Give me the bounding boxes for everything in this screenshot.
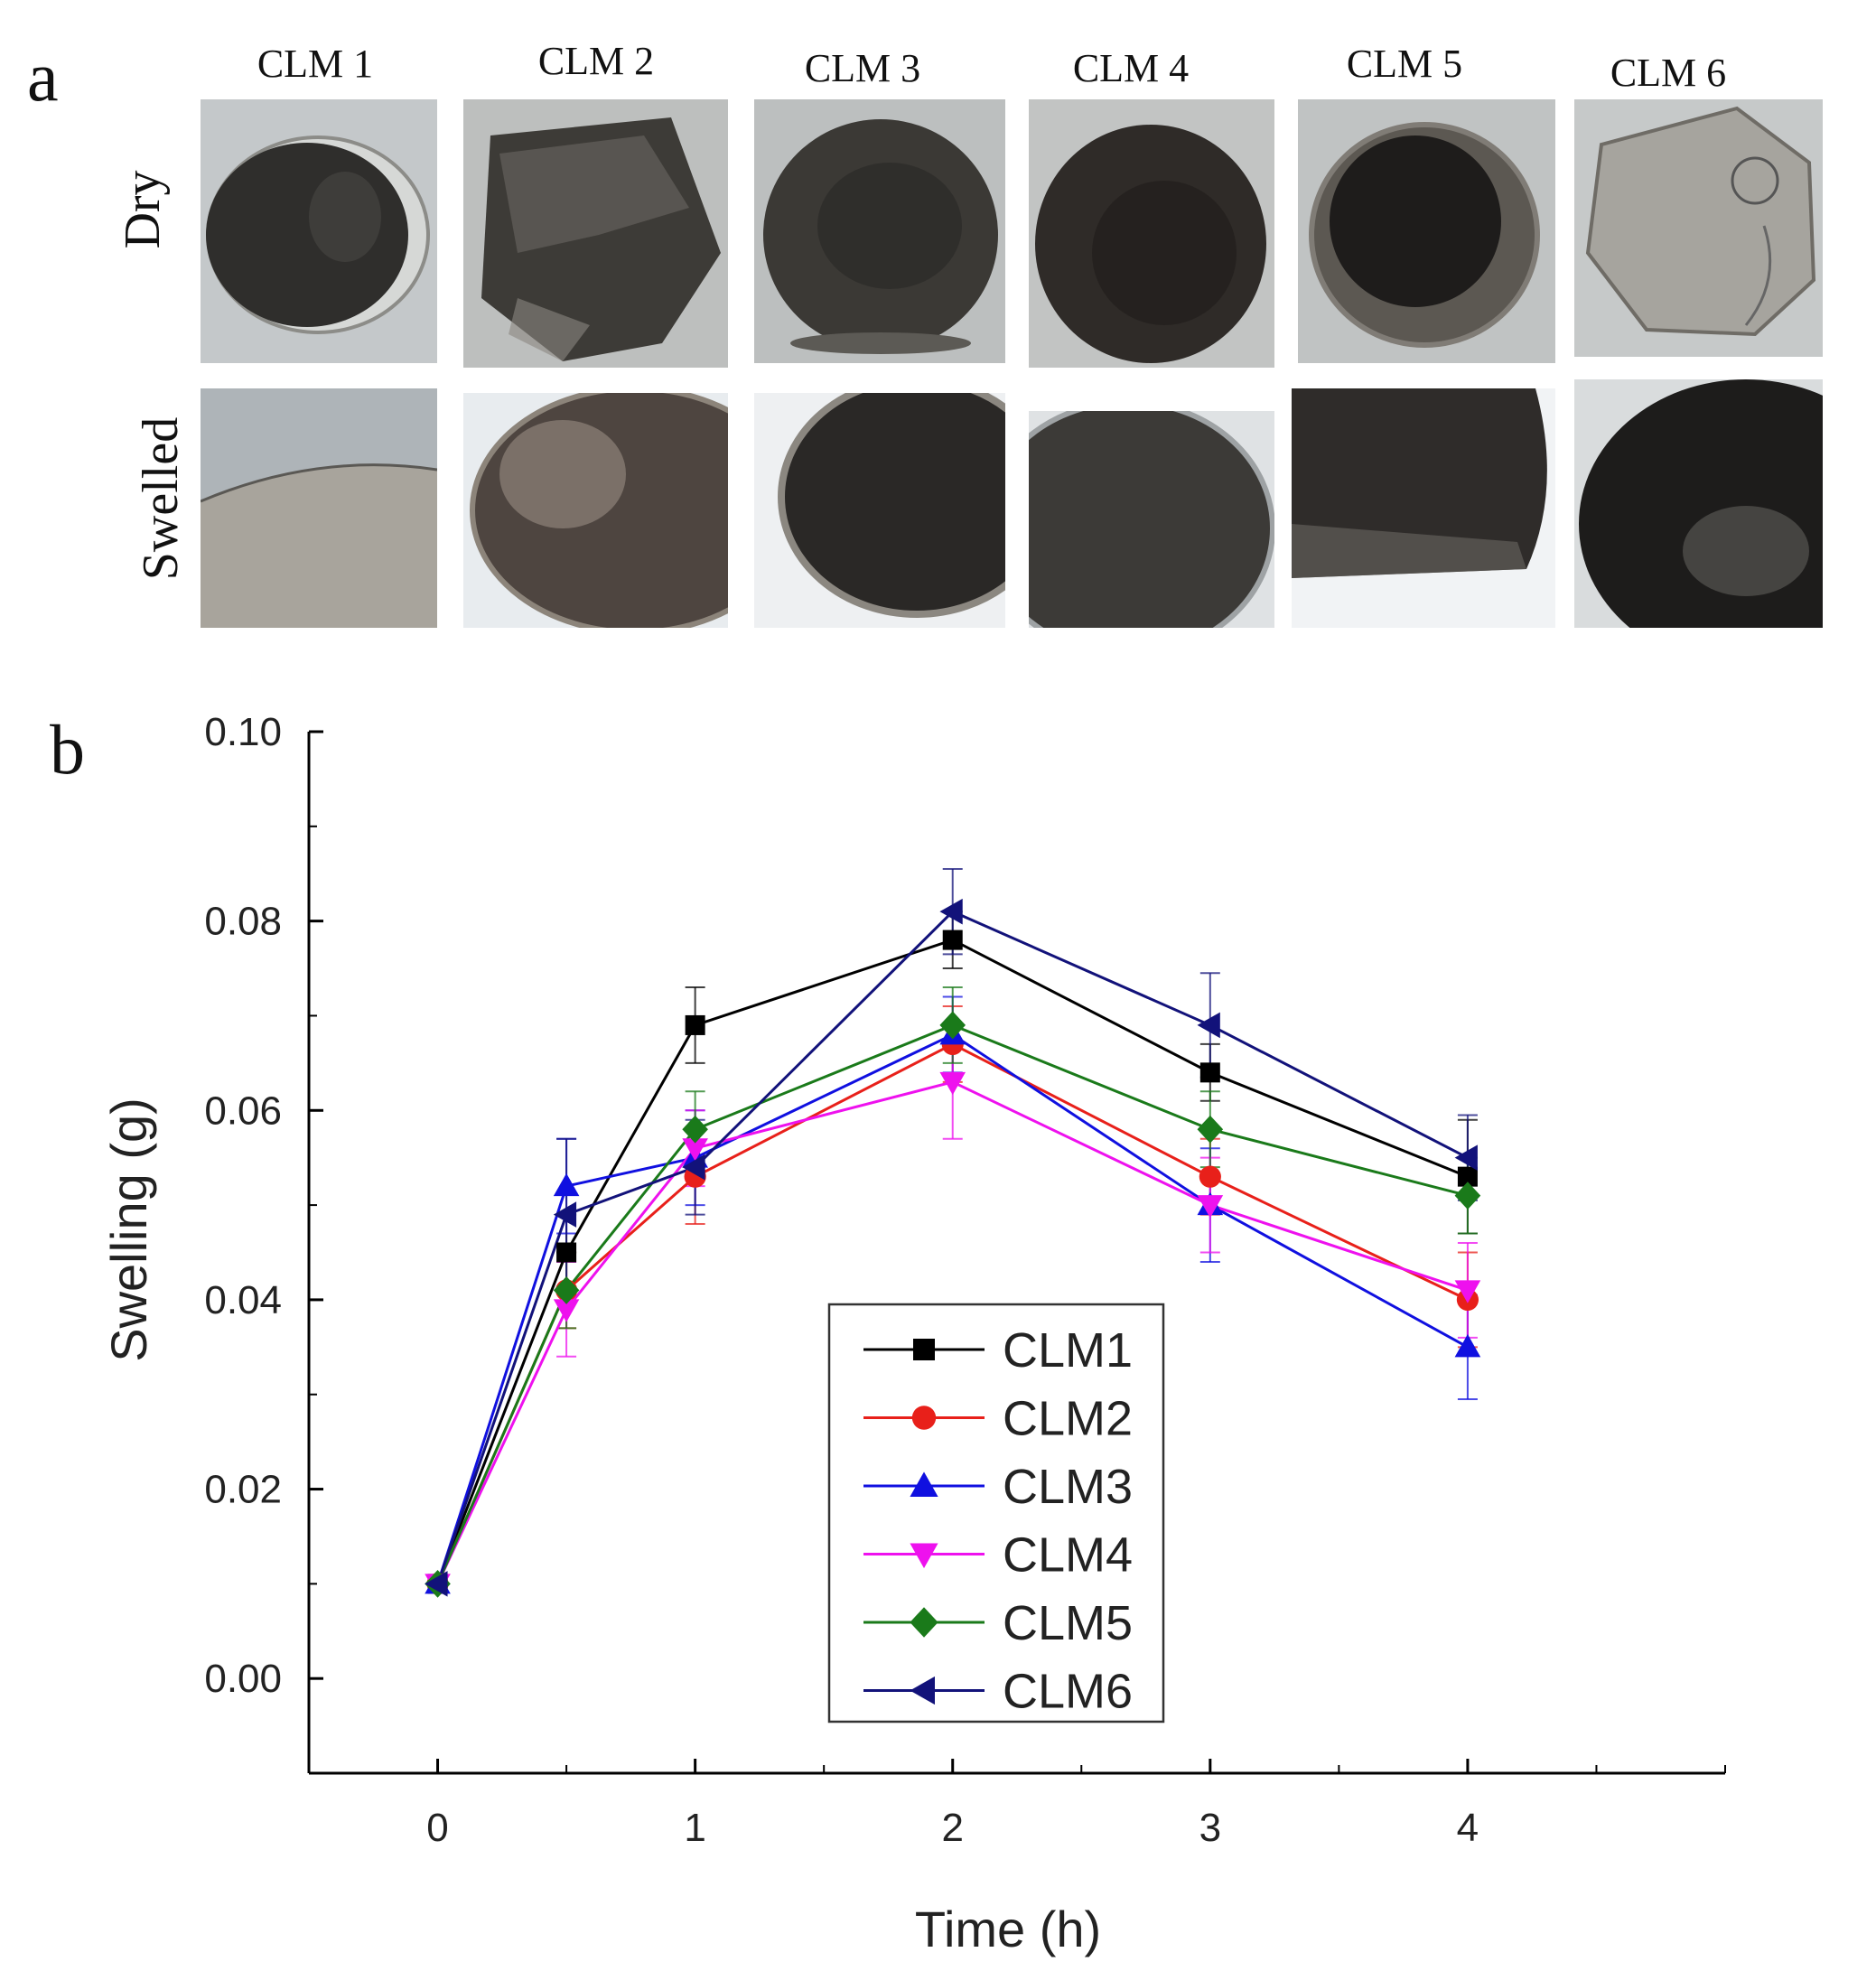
legend-label-clm4: CLM4 [1003, 1528, 1133, 1583]
photo-swelled-clm5 [1292, 388, 1555, 628]
data-point-clm5 [1197, 1115, 1224, 1144]
panel-b-letter: b [50, 710, 85, 789]
data-point-clm1 [1457, 1166, 1478, 1187]
photo-swelled-clm4 [1029, 411, 1274, 628]
data-point-clm6 [1454, 1144, 1478, 1171]
photo-swelled-clm6 [1574, 379, 1823, 628]
x-tick-label: 1 [684, 1806, 705, 1850]
data-point-clm1 [942, 929, 963, 950]
y-tick-label: 0.06 [204, 1088, 282, 1133]
y-tick-label: 0.02 [204, 1468, 282, 1512]
legend-marker-clm5 [910, 1607, 938, 1638]
row-label-dry: Dry [115, 170, 171, 249]
data-point-clm2 [1199, 1165, 1221, 1188]
series-line-clm5 [436, 1023, 1469, 1584]
data-point-clm4 [1454, 1280, 1481, 1303]
photo-dry-clm6 [1574, 99, 1823, 357]
photo-swelled-clm3 [754, 393, 1005, 628]
legend-label-clm3: CLM3 [1003, 1460, 1133, 1514]
legend-marker-clm2 [911, 1406, 937, 1430]
x-tick-label: 3 [1199, 1806, 1221, 1850]
data-point-clm6 [1197, 1012, 1220, 1039]
legend-label-clm5: CLM5 [1003, 1596, 1133, 1650]
legend-label-clm1: CLM1 [1003, 1323, 1133, 1378]
photo-dry-clm3 [754, 99, 1005, 363]
legend-label-clm6: CLM6 [1003, 1665, 1133, 1719]
series-line-clm4 [436, 1080, 1469, 1585]
swelling-chart: 0.00 0.02 0.04 0.06 0.08 0.10 0 1 2 3 4 Time (h) Swe… [100, 710, 1726, 1957]
x-axis-label: Time (h) [915, 1901, 1101, 1957]
data-point-clm1 [685, 1014, 705, 1035]
data-point-clm4 [682, 1138, 708, 1162]
legend-marker-clm6 [910, 1676, 935, 1705]
column-title-clm6: CLM 6 [1610, 51, 1727, 95]
x-tick-label: 0 [426, 1806, 448, 1850]
data-point-clm6 [553, 1201, 577, 1228]
legend-marker-clm4 [910, 1543, 938, 1569]
column-title-clm3: CLM 3 [804, 46, 921, 90]
row-label-swelled: Swelled [133, 416, 189, 581]
data-point-clm1 [1199, 1062, 1220, 1083]
data-point-clm6 [425, 1571, 448, 1597]
data-point-clm4 [939, 1071, 966, 1096]
x-tick-label: 2 [941, 1806, 963, 1850]
legend-box [827, 1303, 1165, 1723]
y-tick-label: 0.10 [204, 710, 282, 754]
legend-marker-clm3 [910, 1471, 938, 1497]
series-line-clm1 [436, 938, 1469, 1584]
legend-marker-clm1 [913, 1339, 935, 1360]
series-line-clm6 [436, 910, 1469, 1584]
panel-a-letter: a [27, 37, 59, 116]
column-title-clm5: CLM 5 [1346, 42, 1463, 86]
legend-label-clm2: CLM2 [1003, 1392, 1133, 1446]
data-point-clm6 [939, 898, 963, 925]
x-tick-label: 4 [1457, 1806, 1479, 1850]
y-tick-label: 0.04 [204, 1278, 282, 1322]
series-line-clm3 [436, 1032, 1469, 1584]
column-title-clm4: CLM 4 [1072, 46, 1190, 90]
data-point-clm1 [556, 1242, 577, 1263]
column-title-clm2: CLM 2 [537, 39, 655, 83]
photo-dry-clm4 [1029, 99, 1274, 368]
data-point-clm3 [1454, 1334, 1481, 1358]
y-tick-label: 0.08 [204, 900, 282, 944]
data-point-clm3 [553, 1172, 580, 1197]
data-point-clm5 [939, 1011, 966, 1040]
y-tick-label: 0.00 [204, 1657, 282, 1701]
photo-swelled-clm2 [463, 393, 728, 628]
photo-swelled-clm1 [201, 388, 437, 628]
photo-dry-clm2 [463, 99, 728, 368]
data-point-clm6 [682, 1154, 705, 1181]
data-point-clm5 [1454, 1182, 1481, 1210]
data-point-clm4 [1197, 1195, 1224, 1219]
data-point-clm5 [553, 1276, 580, 1304]
data-point-clm4 [553, 1299, 580, 1322]
photo-dry-clm1 [201, 99, 437, 363]
photo-dry-clm5 [1298, 99, 1555, 363]
y-axis-label: Swelling (g) [100, 1098, 157, 1362]
column-title-clm1: CLM 1 [257, 42, 374, 86]
